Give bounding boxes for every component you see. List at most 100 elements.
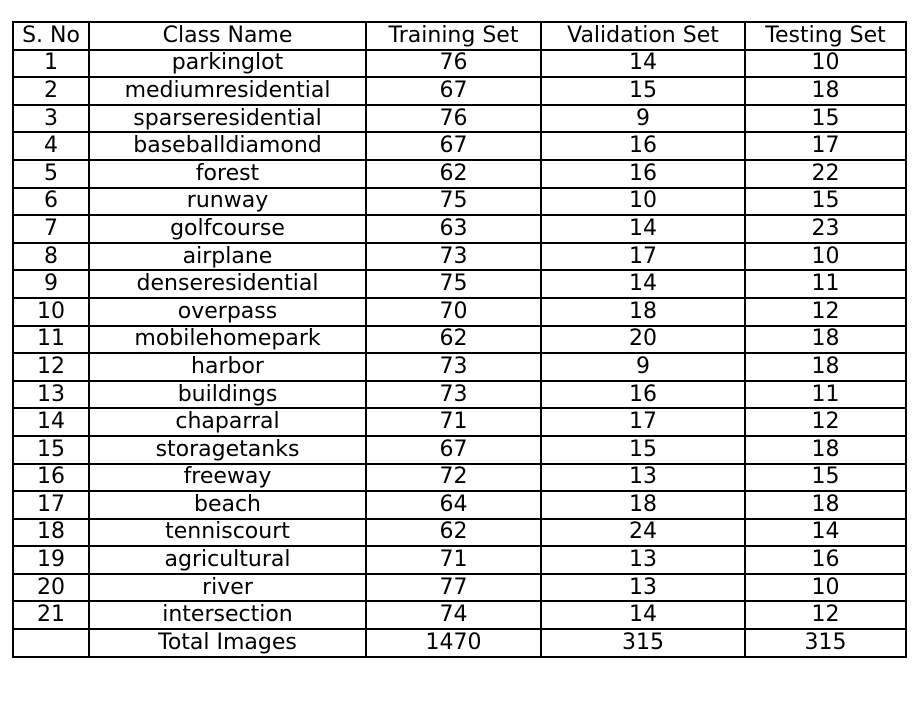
cell-class-name: chaparral [88, 407, 367, 437]
header-cell-training-set: Training Set [365, 21, 542, 51]
cell-sno: 14 [12, 407, 90, 437]
header-cell-class-name: Class Name [88, 21, 367, 51]
cell-class-name: mobilehomepark [88, 324, 367, 355]
table-row: 18 tenniscourt 62 24 14 [12, 517, 907, 548]
cell-testing: 18 [744, 490, 907, 520]
cell-validation: 16 [540, 158, 746, 189]
cell-sno: 3 [12, 103, 90, 134]
cell-validation: 17 [540, 241, 746, 272]
table-row: 6 runway 75 10 15 [12, 186, 907, 217]
cell-testing: 23 [744, 214, 907, 244]
cell-training: 70 [365, 296, 542, 327]
cell-testing: 12 [744, 296, 907, 327]
cell-training: 67 [365, 434, 542, 465]
cell-training: 62 [365, 324, 542, 355]
table-row: 17 beach 64 18 18 [12, 490, 907, 520]
cell-class-name: storagetanks [88, 434, 367, 465]
table-row: 15 storagetanks 67 15 18 [12, 434, 907, 465]
cell-testing: 10 [744, 241, 907, 272]
cell-testing: 12 [744, 407, 907, 437]
cell-testing: 16 [744, 545, 907, 575]
cell-validation: 16 [540, 131, 746, 161]
cell-sno: 6 [12, 186, 90, 217]
cell-training: 64 [365, 490, 542, 520]
table-row: 1 parkinglot 76 14 10 [12, 48, 907, 79]
cell-testing: 14 [744, 517, 907, 548]
cell-class-name: mediumresidential [88, 76, 367, 106]
cell-sno: 8 [12, 241, 90, 272]
table-row: 4 baseballdiamond 67 16 17 [12, 131, 907, 161]
total-cell-validation: 315 [540, 628, 746, 658]
cell-training: 62 [365, 158, 542, 189]
cell-training: 77 [365, 572, 542, 603]
table-row: 12 harbor 73 9 18 [12, 352, 907, 382]
cell-class-name: forest [88, 158, 367, 189]
cell-class-name: overpass [88, 296, 367, 327]
cell-testing: 10 [744, 572, 907, 603]
cell-testing: 11 [744, 269, 907, 299]
cell-class-name: river [88, 572, 367, 603]
table-body: 1 parkinglot 76 14 10 2 mediumresidential 67 15 1… [12, 48, 907, 658]
table-row: 13 buildings 73 16 11 [12, 379, 907, 410]
table-row: 9 denseresidential 75 14 11 [12, 269, 907, 299]
cell-training: 71 [365, 545, 542, 575]
cell-validation: 20 [540, 324, 746, 355]
cell-sno: 10 [12, 296, 90, 327]
header-cell-validation-set: Validation Set [540, 21, 746, 51]
total-cell-training: 1470 [365, 628, 542, 658]
table-row: 7 golfcourse 63 14 23 [12, 214, 907, 244]
cell-sno: 5 [12, 158, 90, 189]
cell-training: 75 [365, 186, 542, 217]
cell-class-name: airplane [88, 241, 367, 272]
cell-class-name: freeway [88, 462, 367, 493]
cell-training: 67 [365, 131, 542, 161]
table-row: 10 overpass 70 18 12 [12, 296, 907, 327]
cell-validation: 17 [540, 407, 746, 437]
cell-class-name: golfcourse [88, 214, 367, 244]
cell-training: 73 [365, 241, 542, 272]
cell-training: 63 [365, 214, 542, 244]
cell-testing: 17 [744, 131, 907, 161]
table-row: 16 freeway 72 13 15 [12, 462, 907, 493]
cell-training: 76 [365, 103, 542, 134]
cell-training: 72 [365, 462, 542, 493]
cell-validation: 13 [540, 572, 746, 603]
cell-testing: 15 [744, 462, 907, 493]
cell-class-name: buildings [88, 379, 367, 410]
cell-validation: 13 [540, 462, 746, 493]
cell-validation: 15 [540, 76, 746, 106]
cell-sno: 9 [12, 269, 90, 299]
cell-validation: 18 [540, 490, 746, 520]
cell-validation: 14 [540, 269, 746, 299]
cell-validation: 9 [540, 103, 746, 134]
cell-training: 75 [365, 269, 542, 299]
table-row: 19 agricultural 71 13 16 [12, 545, 907, 575]
cell-testing: 12 [744, 600, 907, 631]
table-row: 8 airplane 73 17 10 [12, 241, 907, 272]
cell-class-name: sparseresidential [88, 103, 367, 134]
header-row: S. No Class Name Training Set Validation… [12, 21, 907, 51]
total-cell-testing: 315 [744, 628, 907, 658]
cell-class-name: agricultural [88, 545, 367, 575]
cell-training: 73 [365, 352, 542, 382]
cell-sno: 7 [12, 214, 90, 244]
cell-class-name: intersection [88, 600, 367, 631]
total-cell-sno [12, 628, 90, 658]
cell-validation: 13 [540, 545, 746, 575]
cell-class-name: tenniscourt [88, 517, 367, 548]
cell-training: 76 [365, 48, 542, 79]
cell-training: 74 [365, 600, 542, 631]
cell-testing: 18 [744, 324, 907, 355]
cell-validation: 16 [540, 379, 746, 410]
cell-validation: 14 [540, 48, 746, 79]
cell-class-name: beach [88, 490, 367, 520]
total-row: Total Images 1470 315 315 [12, 628, 907, 658]
cell-testing: 18 [744, 434, 907, 465]
cell-validation: 9 [540, 352, 746, 382]
table-row: 2 mediumresidential 67 15 18 [12, 76, 907, 106]
cell-validation: 10 [540, 186, 746, 217]
cell-training: 71 [365, 407, 542, 437]
table-row: 14 chaparral 71 17 12 [12, 407, 907, 437]
cell-sno: 21 [12, 600, 90, 631]
cell-testing: 15 [744, 186, 907, 217]
